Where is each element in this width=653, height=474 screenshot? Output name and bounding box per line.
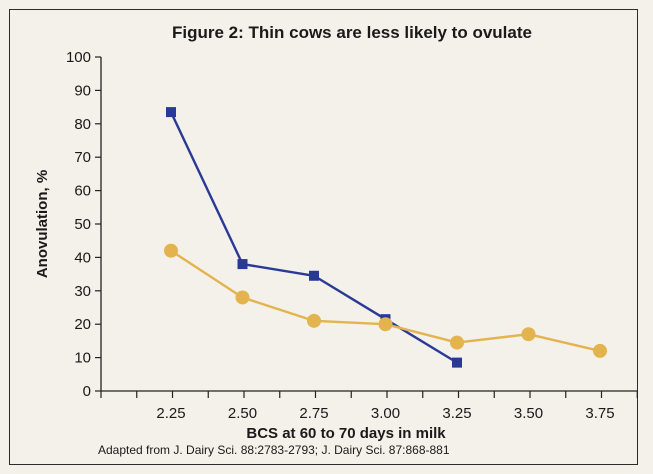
x-axis-label: BCS at 60 to 70 days in milk <box>246 425 446 442</box>
x-tick-label: 2.75 <box>299 405 328 422</box>
y-tick-label: 20 <box>74 316 91 333</box>
source-note: Adapted from J. Dairy Sci. 88:2783-2793;… <box>98 443 450 457</box>
y-tick-label: 60 <box>74 183 91 200</box>
y-tick-label: 100 <box>66 49 91 66</box>
y-tick-label: 70 <box>74 149 91 166</box>
axes <box>100 57 638 392</box>
data-point-circle <box>450 335 464 350</box>
data-point-circle <box>521 327 536 342</box>
data-point-square <box>309 270 319 281</box>
chart-title: Figure 2: Thin cows are less likely to o… <box>172 23 532 42</box>
x-tick-label: 3.00 <box>371 405 400 422</box>
data-point-circle <box>593 343 607 358</box>
series-square-markers <box>166 107 462 368</box>
y-tick-label: 90 <box>74 82 91 99</box>
x-tick-label: 3.75 <box>585 405 614 422</box>
data-point-square <box>166 107 176 118</box>
series-line <box>170 249 601 353</box>
data-point-square <box>452 357 462 368</box>
data-point-circle <box>235 290 250 305</box>
y-tick-label: 40 <box>74 249 91 266</box>
figure-frame <box>9 9 638 465</box>
series-layer <box>164 107 607 368</box>
y-tick-label: 10 <box>74 350 91 367</box>
x-tick-label: 2.25 <box>156 405 185 422</box>
x-tick-label: 3.25 <box>442 405 471 422</box>
data-point-square <box>237 259 248 270</box>
x-tick-label: 2.50 <box>228 405 257 422</box>
y-tick-label: 50 <box>74 216 91 233</box>
y-tick-label: 30 <box>74 283 91 300</box>
y-axis-label: Anovulation, % <box>34 170 51 278</box>
data-point-circle <box>164 243 178 258</box>
data-point-circle <box>378 317 393 332</box>
data-point-circle <box>307 313 321 328</box>
y-tick-label: 80 <box>74 116 91 133</box>
x-axis-ticks: 2.25 2.50 2.75 3.00 3.25 3.50 3.75 <box>100 391 638 422</box>
series-circle-markers <box>164 243 607 358</box>
x-tick-label: 3.50 <box>514 405 543 422</box>
y-axis-ticks: 0 10 20 30 40 50 60 70 80 90 100 <box>66 49 101 400</box>
y-tick-label: 0 <box>83 383 91 400</box>
